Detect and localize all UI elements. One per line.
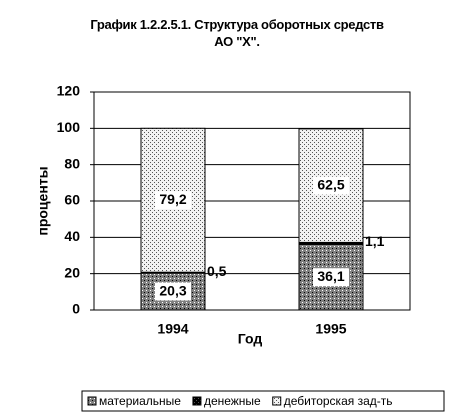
value-label: 36,1 <box>317 268 344 284</box>
x-tick-label: 1994 <box>157 321 188 337</box>
label-bg <box>313 176 349 195</box>
label-bg <box>313 268 349 287</box>
legend-swatch <box>87 396 97 406</box>
label-bg <box>155 282 191 301</box>
y-tick-label: 20 <box>64 264 80 280</box>
y-tick-label: 0 <box>72 301 80 317</box>
legend-label: денежные <box>204 394 261 408</box>
legend-swatch <box>272 396 282 406</box>
chart-title: График 1.2.2.5.1. Структура оборотных ср… <box>90 17 384 49</box>
value-label: 62,5 <box>317 176 344 192</box>
x-axis-label: Год <box>238 331 263 347</box>
y-tick-label: 80 <box>64 155 80 171</box>
x-tick-label: 1995 <box>315 321 346 337</box>
y-tick-label: 120 <box>57 83 81 99</box>
value-label: 0,5 <box>207 263 227 279</box>
value-label: 79,2 <box>159 191 186 207</box>
legend-label: дебиторская зад-ть <box>284 394 393 408</box>
y-tick-label: 40 <box>64 228 80 244</box>
legend-label: материальные <box>99 394 181 408</box>
y-axis-label: проценты <box>35 166 51 235</box>
y-tick-label: 60 <box>64 192 80 208</box>
bar-segment <box>298 243 364 311</box>
legend-box <box>81 390 445 412</box>
label-bg <box>155 191 191 210</box>
value-label: 1,1 <box>365 233 385 249</box>
y-tick-label: 100 <box>57 119 81 135</box>
legend-swatch <box>192 396 202 406</box>
value-label: 20,3 <box>159 282 186 298</box>
